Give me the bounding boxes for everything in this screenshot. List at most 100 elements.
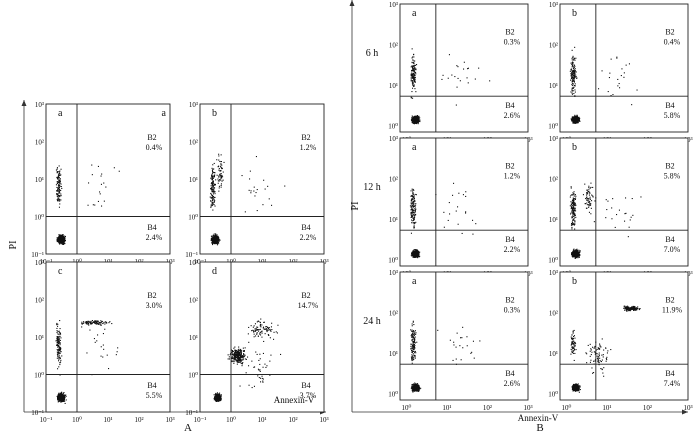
event-dot [239, 351, 241, 353]
event-dot [572, 90, 574, 92]
dot-plot-A-c: 10⁻¹10⁻¹10⁰10⁰10¹10¹10²10²10³10³cB23.0%B… [31, 259, 174, 424]
event-dot [57, 346, 59, 348]
event-dot [58, 173, 60, 175]
event-dot [414, 75, 416, 77]
event-dot [451, 74, 453, 76]
event-dot [413, 116, 415, 118]
event-dot [577, 120, 579, 122]
event-dot [416, 252, 418, 254]
event-dot [216, 396, 218, 398]
event-dot [240, 362, 242, 364]
event-dot [414, 70, 416, 72]
event-dot [572, 74, 574, 76]
event-dot [214, 242, 216, 244]
event-dot [218, 394, 220, 396]
event-dot [442, 74, 444, 76]
event-dot [447, 77, 449, 79]
event-dot [105, 186, 107, 188]
event-dot [618, 83, 620, 85]
event-dot [57, 394, 59, 396]
event-dot [417, 252, 419, 254]
plot-letter: c [58, 266, 63, 277]
quadrant-b4-value: 5.5% [146, 391, 163, 400]
quadrant-b4-value: 2.4% [146, 233, 163, 242]
event-dot [58, 357, 60, 359]
event-dot [59, 398, 61, 400]
event-dot [211, 169, 213, 171]
event-dot [260, 318, 262, 320]
event-dot [60, 183, 62, 185]
event-dot [212, 181, 214, 183]
event-dot [414, 77, 416, 79]
event-dot [59, 174, 61, 176]
event-dot [92, 321, 94, 323]
event-dot [97, 165, 99, 167]
event-dot [410, 66, 412, 68]
event-dot [571, 68, 573, 70]
event-dot [63, 400, 65, 402]
event-dot [58, 396, 60, 398]
event-dot [62, 236, 64, 238]
event-dot [59, 191, 61, 193]
event-dot [241, 359, 243, 361]
event-dot [231, 357, 233, 359]
event-dot [56, 341, 58, 343]
event-dot [456, 86, 458, 88]
event-dot [211, 178, 213, 180]
event-dot [62, 392, 64, 394]
event-dot [623, 76, 625, 78]
event-dot [243, 350, 245, 352]
event-dot [572, 83, 574, 85]
event-dot [419, 119, 421, 121]
event-dot [60, 241, 62, 243]
event-dot [413, 79, 415, 81]
y-tick-label: 10⁻¹ [185, 409, 198, 417]
event-dot [57, 354, 59, 356]
event-dot [411, 48, 413, 50]
event-dot [58, 366, 60, 368]
event-dot [571, 120, 573, 122]
event-dot [573, 67, 575, 69]
event-dot [412, 97, 414, 99]
event-dot [89, 329, 91, 331]
event-dot [457, 77, 459, 79]
event-dot [214, 200, 216, 202]
event-dot [213, 394, 215, 396]
event-dot [57, 193, 59, 195]
event-dot [238, 350, 240, 352]
event-dot [244, 358, 246, 360]
event-dot [215, 179, 217, 181]
event-dot [210, 206, 212, 208]
event-dot [228, 356, 230, 358]
event-dot [219, 170, 221, 172]
event-dot [411, 74, 413, 76]
event-dot [88, 320, 90, 322]
event-dot [467, 67, 469, 69]
event-dot [269, 337, 271, 339]
event-dot [211, 173, 213, 175]
event-dot [232, 354, 234, 356]
dot-plot-A-a: 10⁻¹10⁻¹10⁰10⁰10¹10¹10²10²10³10³aaB20.4%… [31, 101, 174, 266]
event-dot [236, 353, 238, 355]
event-dot [268, 334, 270, 336]
event-dot [413, 71, 415, 73]
event-dot [211, 186, 213, 188]
event-dot [267, 326, 269, 328]
event-dot [571, 84, 573, 86]
event-dot [99, 193, 101, 195]
event-dot [56, 195, 58, 197]
event-dot [213, 183, 215, 185]
event-dot [570, 73, 572, 75]
event-dot [65, 399, 67, 401]
event-dot [219, 395, 221, 397]
event-dot [58, 394, 60, 396]
event-dot [414, 256, 416, 258]
event-dot [59, 192, 61, 194]
event-dot [57, 343, 59, 345]
event-dot [56, 337, 58, 339]
event-dot [233, 355, 235, 357]
event-dot [59, 349, 61, 351]
event-dot [413, 78, 415, 80]
event-dot [88, 321, 90, 323]
event-dot [60, 234, 62, 236]
